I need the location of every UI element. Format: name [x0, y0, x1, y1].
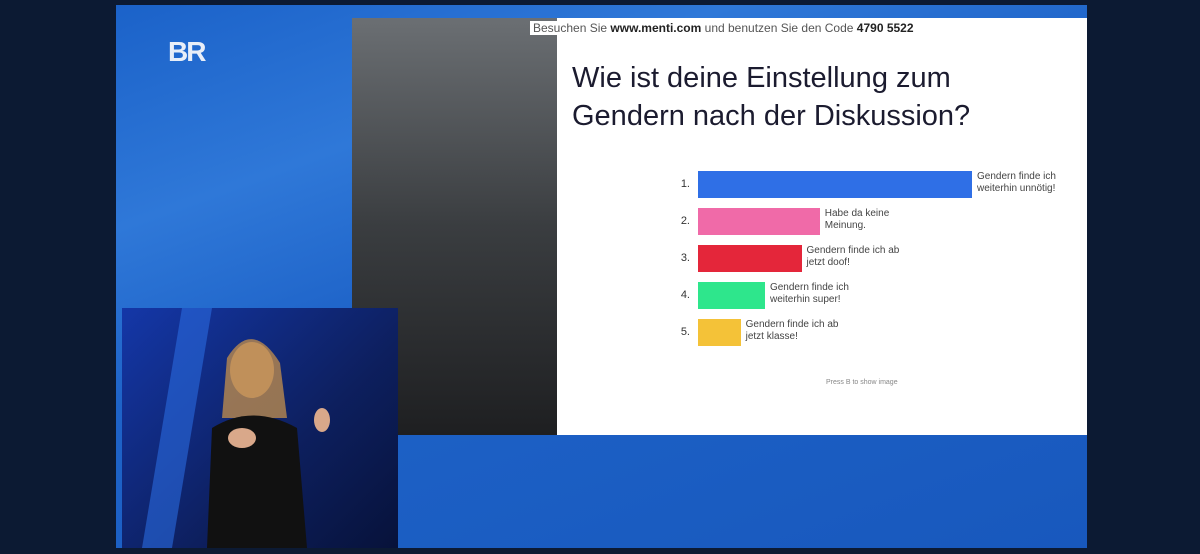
bar-label: Gendern finde ich weiterhin unnötig! [977, 171, 1056, 194]
poll-title: Wie ist deine Einstellung zum [572, 62, 951, 94]
bar [698, 208, 820, 235]
bar [698, 171, 972, 198]
bar [698, 319, 741, 346]
join-url: www.menti.com [610, 21, 702, 35]
join-middle: und benutzen Sie den Code [704, 21, 854, 35]
join-code: 4790 5522 [856, 21, 914, 35]
join-instructions: Besuchen Sie www.menti.com und benutzen … [530, 21, 917, 35]
rank-label: 1. [680, 178, 690, 190]
bar [698, 245, 802, 272]
poll-slide [557, 18, 1087, 435]
bar-label: Gendern finde ich ab jetzt klasse! [745, 319, 839, 342]
bar-label: Gendern finde ich ab jetzt doof! [806, 245, 900, 268]
bar-label: Habe da keine Meinung. [824, 208, 890, 231]
bar-label: Gendern finde ich weiterhin super! [769, 282, 849, 305]
bar [698, 282, 765, 309]
rank-label: 4. [680, 289, 690, 301]
rank-label: 3. [680, 252, 690, 264]
rank-label: 2. [680, 215, 690, 227]
poll-title: Gendern nach der Diskussion? [572, 100, 971, 132]
sign-language-interpreter [122, 308, 398, 548]
join-prefix: Besuchen Sie [533, 21, 608, 35]
interpreter-figure [142, 308, 330, 548]
channel-logo: BR [168, 36, 206, 67]
rank-label: 5. [680, 326, 690, 338]
slide-hint: Press B to show image [826, 379, 898, 386]
